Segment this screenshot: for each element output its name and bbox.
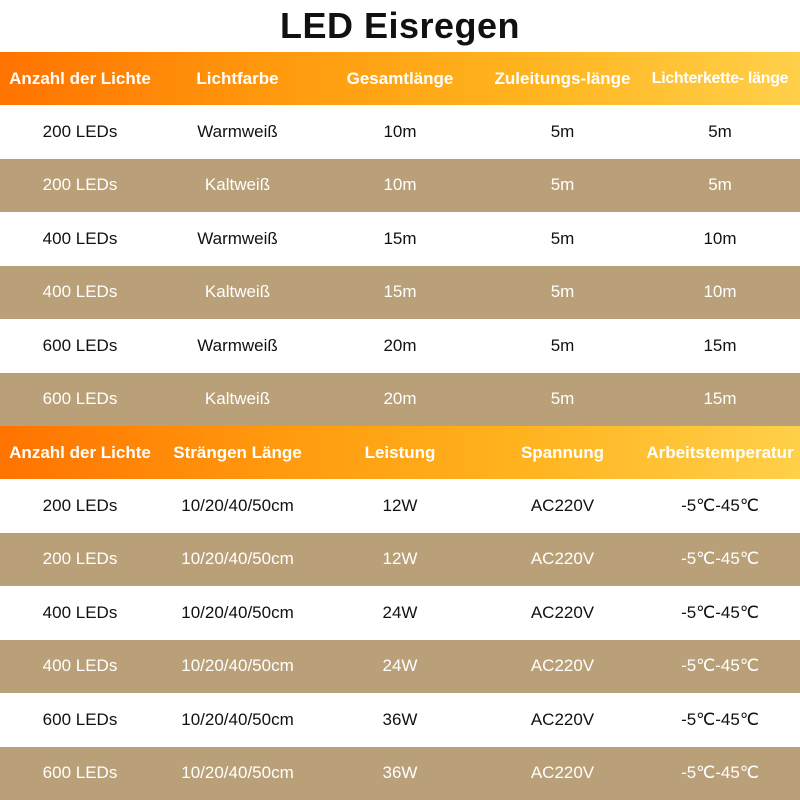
- cell-voltage: AC220V: [530, 763, 595, 783]
- cell-strand-length: 10/20/40/50cm: [181, 549, 294, 569]
- header-chain-length: Lichterkette- länge: [651, 69, 789, 87]
- cell-count: 400 LEDs: [42, 656, 118, 676]
- header-operating-temperature: Arbeitstemperatur: [646, 442, 794, 462]
- spec-table-1: Anzahl der Lichte Lichtfarbe Gesamtlänge…: [0, 52, 800, 426]
- cell-chain-length: 5m: [708, 175, 732, 195]
- cell-light-color: Kaltweiß: [204, 175, 271, 195]
- table-row: 200 LEDs 10/20/40/50cm 12W AC220V -5℃-45…: [0, 479, 800, 533]
- header-power: Leistung: [364, 442, 436, 462]
- cell-temperature: -5℃-45℃: [681, 549, 759, 569]
- cell-total-length: 10m: [383, 175, 417, 195]
- cell-count: 600 LEDs: [42, 763, 118, 783]
- cell-total-length: 20m: [383, 389, 417, 409]
- table-row: 200 LEDs Kaltweiß 10m 5m 5m: [0, 158, 800, 212]
- cell-temperature: -5℃-45℃: [681, 602, 759, 622]
- header-light-color: Lichtfarbe: [196, 68, 279, 88]
- cell-chain-length: 5m: [708, 121, 732, 141]
- table-2-header: Anzahl der Lichte Strängen Länge Leistun…: [0, 426, 800, 479]
- cell-count: 200 LEDs: [42, 121, 118, 141]
- cell-chain-length: 15m: [703, 389, 737, 409]
- cell-lead-length: 5m: [550, 121, 575, 141]
- cell-power: 24W: [382, 602, 418, 622]
- table-row: 600 LEDs Kaltweiß 20m 5m 15m: [0, 372, 800, 426]
- cell-count: 200 LEDs: [42, 549, 118, 569]
- cell-strand-length: 10/20/40/50cm: [181, 602, 294, 622]
- cell-power: 36W: [382, 709, 418, 729]
- cell-count: 200 LEDs: [42, 495, 118, 515]
- cell-count: 600 LEDs: [42, 389, 118, 409]
- spec-table-2: Anzahl der Lichte Strängen Länge Leistun…: [0, 426, 800, 800]
- cell-temperature: -5℃-45℃: [681, 495, 759, 515]
- cell-count: 400 LEDs: [42, 602, 118, 622]
- cell-strand-length: 10/20/40/50cm: [181, 709, 294, 729]
- header-count: Anzahl der Lichte: [9, 68, 151, 88]
- header-strand-length: Strängen Länge: [173, 442, 302, 462]
- cell-strand-length: 10/20/40/50cm: [181, 656, 294, 676]
- table-row: 200 LEDs Warmweiß 10m 5m 5m: [0, 105, 800, 159]
- table-row: 600 LEDs 10/20/40/50cm 36W AC220V -5℃-45…: [0, 746, 800, 800]
- cell-chain-length: 15m: [703, 335, 737, 355]
- table-row: 400 LEDs Kaltweiß 15m 5m 10m: [0, 265, 800, 319]
- cell-voltage: AC220V: [530, 549, 595, 569]
- header-voltage: Spannung: [520, 442, 605, 462]
- cell-chain-length: 10m: [703, 228, 737, 248]
- table-row: 600 LEDs 10/20/40/50cm 36W AC220V -5℃-45…: [0, 693, 800, 747]
- cell-light-color: Warmweiß: [197, 121, 278, 141]
- cell-total-length: 15m: [383, 282, 417, 302]
- cell-light-color: Warmweiß: [197, 228, 278, 248]
- cell-temperature: -5℃-45℃: [681, 709, 759, 729]
- header-total-length: Gesamtlänge: [346, 68, 454, 88]
- cell-power: 36W: [382, 763, 418, 783]
- table-row: 200 LEDs 10/20/40/50cm 12W AC220V -5℃-45…: [0, 532, 800, 586]
- cell-light-color: Warmweiß: [197, 335, 278, 355]
- cell-power: 12W: [382, 549, 418, 569]
- cell-strand-length: 10/20/40/50cm: [181, 763, 294, 783]
- cell-lead-length: 5m: [550, 228, 575, 248]
- cell-total-length: 10m: [383, 121, 417, 141]
- table-row: 400 LEDs 10/20/40/50cm 24W AC220V -5℃-45…: [0, 586, 800, 640]
- cell-temperature: -5℃-45℃: [681, 763, 759, 783]
- cell-voltage: AC220V: [530, 709, 595, 729]
- cell-voltage: AC220V: [530, 602, 595, 622]
- cell-power: 24W: [382, 656, 418, 676]
- cell-light-color: Kaltweiß: [204, 282, 271, 302]
- cell-count: 400 LEDs: [42, 282, 118, 302]
- cell-lead-length: 5m: [550, 175, 575, 195]
- cell-voltage: AC220V: [530, 656, 595, 676]
- cell-count: 600 LEDs: [42, 335, 118, 355]
- cell-lead-length: 5m: [550, 335, 575, 355]
- table-row: 400 LEDs 10/20/40/50cm 24W AC220V -5℃-45…: [0, 639, 800, 693]
- cell-light-color: Kaltweiß: [204, 389, 271, 409]
- cell-chain-length: 10m: [703, 282, 737, 302]
- header-count: Anzahl der Lichte: [9, 442, 151, 462]
- cell-strand-length: 10/20/40/50cm: [181, 495, 294, 515]
- cell-lead-length: 5m: [550, 282, 575, 302]
- table-row: 400 LEDs Warmweiß 15m 5m 10m: [0, 212, 800, 266]
- cell-temperature: -5℃-45℃: [681, 656, 759, 676]
- cell-total-length: 15m: [383, 228, 417, 248]
- header-lead-length: Zuleitungs-länge: [494, 68, 631, 88]
- table-row: 600 LEDs Warmweiß 20m 5m 15m: [0, 319, 800, 373]
- cell-total-length: 20m: [383, 335, 417, 355]
- cell-power: 12W: [382, 495, 418, 515]
- cell-count: 400 LEDs: [42, 228, 118, 248]
- cell-count: 600 LEDs: [42, 709, 118, 729]
- table-1-header: Anzahl der Lichte Lichtfarbe Gesamtlänge…: [0, 52, 800, 105]
- cell-voltage: AC220V: [530, 495, 595, 515]
- cell-lead-length: 5m: [550, 389, 575, 409]
- cell-count: 200 LEDs: [42, 175, 118, 195]
- page-title: LED Eisregen: [279, 5, 521, 46]
